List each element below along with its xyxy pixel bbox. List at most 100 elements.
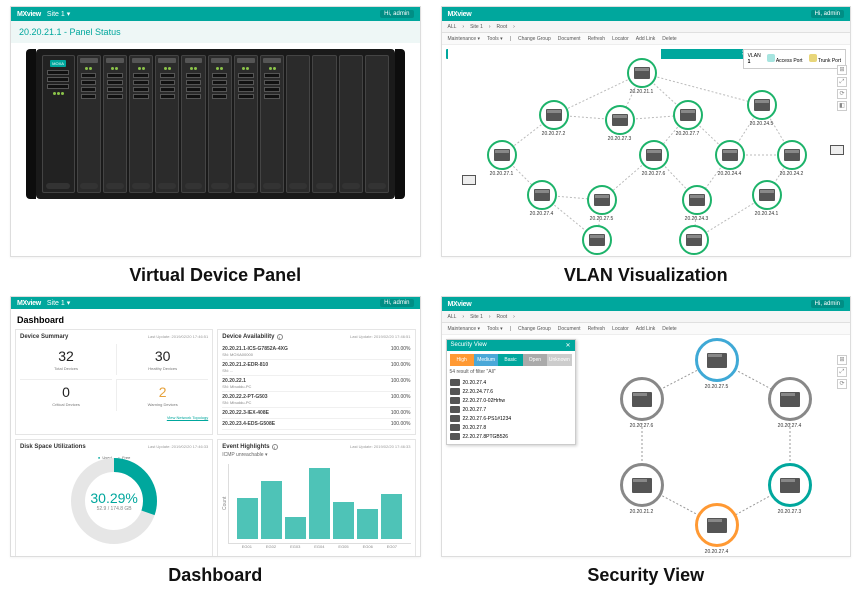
- btn-locator[interactable]: Locator: [612, 326, 629, 332]
- host-icon[interactable]: [462, 175, 476, 185]
- menu-tools[interactable]: Tools ▾: [487, 36, 503, 42]
- result-row[interactable]: 20.20.27.4: [450, 378, 572, 387]
- availability-row[interactable]: 20.20.22.3-IEX-408E100.00%: [222, 408, 410, 419]
- btn-document[interactable]: Document: [558, 326, 581, 332]
- btn-change-group[interactable]: Change Group: [518, 36, 551, 42]
- btn-delete[interactable]: Delete: [662, 36, 676, 42]
- tab-high[interactable]: High: [450, 354, 474, 366]
- availability-row[interactable]: 20.20.22.1SN: Mbuddu-PC100.00%: [222, 376, 410, 392]
- slot[interactable]: [260, 55, 284, 193]
- slot[interactable]: [129, 55, 153, 193]
- slot[interactable]: [77, 55, 101, 193]
- ring-node[interactable]: [695, 338, 739, 382]
- result-row[interactable]: 22.20.27.8PTGB526: [450, 432, 572, 441]
- bar[interactable]: [381, 494, 402, 539]
- breadcrumb[interactable]: ALL › Site 1 › Root ›: [442, 21, 851, 33]
- topology-node[interactable]: [582, 225, 612, 255]
- slot[interactable]: [208, 55, 232, 193]
- menu-tools[interactable]: Tools ▾: [487, 326, 503, 332]
- menu-maintenance[interactable]: Maintenance ▾: [448, 326, 481, 332]
- btn-locator[interactable]: Locator: [612, 36, 629, 42]
- slot[interactable]: [234, 55, 258, 193]
- topology-node[interactable]: [673, 100, 703, 130]
- bar[interactable]: [261, 481, 282, 539]
- slot[interactable]: [181, 55, 205, 193]
- btn-change-group[interactable]: Change Group: [518, 326, 551, 332]
- availability-row[interactable]: 20.20.21.2-EDR-810SN: ...100.00%: [222, 360, 410, 376]
- result-row[interactable]: 22.20.27.0-02Hrhw: [450, 396, 572, 405]
- ring-node[interactable]: [620, 463, 664, 507]
- btn-refresh[interactable]: Refresh: [588, 326, 606, 332]
- btn-document[interactable]: Document: [558, 36, 581, 42]
- close-icon[interactable]: ✕: [565, 342, 570, 349]
- topology-node[interactable]: [682, 185, 712, 215]
- ring-node[interactable]: [620, 377, 664, 421]
- topology-node[interactable]: [605, 105, 635, 135]
- node-label: 20.20.24.2: [780, 171, 804, 177]
- menu-maintenance[interactable]: Maintenance ▾: [448, 36, 481, 42]
- topology-node[interactable]: [715, 140, 745, 170]
- btn-add-link[interactable]: Add Link: [636, 36, 655, 42]
- caption: Virtual Device Panel: [10, 257, 421, 286]
- node-label: 20.20.27.4: [530, 211, 554, 217]
- stat-warning: 2: [119, 384, 206, 400]
- card-device-summary: Device Summary Last Update: 2019/02/20 1…: [15, 329, 213, 435]
- topology-canvas[interactable]: 20.20.21.120.20.27.220.20.27.320.20.27.7…: [442, 45, 851, 256]
- host-icon[interactable]: [830, 145, 844, 155]
- breadcrumb[interactable]: ALL › Site 1 › Root ›: [442, 311, 851, 323]
- topology-node[interactable]: [752, 180, 782, 210]
- user-badge[interactable]: Hi, admin: [380, 10, 413, 18]
- btn-delete[interactable]: Delete: [662, 326, 676, 332]
- topology-node[interactable]: [527, 180, 557, 210]
- btn-refresh[interactable]: Refresh: [588, 36, 606, 42]
- bar[interactable]: [309, 468, 330, 539]
- user-badge[interactable]: Hi, admin: [380, 299, 413, 307]
- user-badge[interactable]: Hi, admin: [811, 300, 844, 308]
- availability-row[interactable]: 20.20.23.4-EDS-G508E100.00%: [222, 419, 410, 430]
- site-selector[interactable]: Site 1 ▾: [47, 10, 70, 18]
- bar[interactable]: [285, 517, 306, 539]
- topology-node[interactable]: [627, 58, 657, 88]
- link-view-topology[interactable]: View Network Topology: [20, 415, 208, 420]
- topology-node[interactable]: [679, 225, 709, 255]
- tab-medium[interactable]: Medium: [474, 354, 498, 366]
- y-axis-label: Count: [222, 458, 228, 549]
- topology-node[interactable]: [777, 140, 807, 170]
- tab-open[interactable]: Open: [523, 354, 547, 366]
- tab-basic[interactable]: Basic: [498, 354, 522, 366]
- site-selector[interactable]: Site 1 ▾: [47, 299, 70, 307]
- bar[interactable]: [357, 509, 378, 539]
- btn-add-link[interactable]: Add Link: [636, 326, 655, 332]
- topbar: MXview Site 1 ▾ Hi, admin: [11, 7, 420, 21]
- ring-node[interactable]: [768, 463, 812, 507]
- bar[interactable]: [333, 502, 354, 539]
- slot[interactable]: [103, 55, 127, 193]
- ring-node[interactable]: [768, 377, 812, 421]
- info-icon[interactable]: i: [277, 334, 283, 340]
- availability-row[interactable]: 20.20.22.2-PT-G503SN: Mbuddu-PC100.00%: [222, 392, 410, 408]
- topology-node[interactable]: [487, 140, 517, 170]
- info-icon[interactable]: i: [272, 444, 278, 450]
- topology-node[interactable]: [539, 100, 569, 130]
- result-row[interactable]: 22.20.24.77.6: [450, 387, 572, 396]
- bar[interactable]: [237, 498, 258, 539]
- topology-node[interactable]: [747, 90, 777, 120]
- ring-node[interactable]: [695, 503, 739, 547]
- slot-main[interactable]: MOXA: [42, 55, 75, 193]
- slot-blank[interactable]: [286, 55, 310, 193]
- result-row[interactable]: 20.20.27.7: [450, 405, 572, 414]
- availability-row[interactable]: 20.20.21.1-ICS-G7852A-4XGSN: MOXA0000010…: [222, 344, 410, 360]
- slot-blank[interactable]: [312, 55, 336, 193]
- user-badge[interactable]: Hi, admin: [811, 10, 844, 18]
- x-label: EG07: [381, 544, 402, 549]
- topology-node[interactable]: [587, 185, 617, 215]
- topology-node[interactable]: [639, 140, 669, 170]
- card-title: Device Availability: [222, 334, 274, 340]
- result-row[interactable]: 20.20.27.8: [450, 423, 572, 432]
- slot[interactable]: [155, 55, 179, 193]
- tab-unknown[interactable]: Unknown: [547, 354, 571, 366]
- result-row[interactable]: 22.20.27.6-PS1#1234: [450, 414, 572, 423]
- slot-blank[interactable]: [339, 55, 363, 193]
- node-label: 20.20.24.7: [682, 256, 706, 257]
- slot-blank[interactable]: [365, 55, 389, 193]
